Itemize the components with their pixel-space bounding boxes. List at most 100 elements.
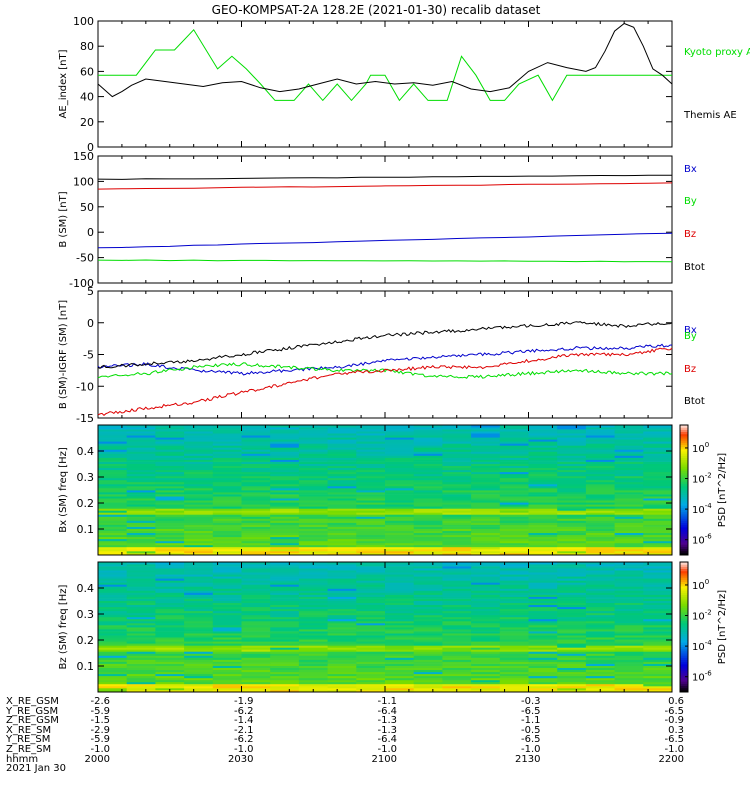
orbit-value: -1.3 [377,715,397,727]
series-line-bx [97,232,673,249]
spectrogram-cell [98,669,128,673]
spectrogram-cell [585,685,615,689]
spectrogram-cell [557,657,587,660]
spectrogram-cell [614,566,644,569]
spectrogram-cell [614,612,644,616]
spectrogram-cell [327,455,357,458]
spectrogram-cell [270,490,300,493]
spectrogram-cell [212,532,242,536]
spectrogram-cell [126,566,156,569]
spectrogram-cell [557,439,587,442]
spectrogram-cell [298,610,328,614]
spectrogram-cell [643,578,673,581]
spectrogram-cell [585,488,615,491]
spectrogram-cell [643,475,673,479]
spectrogram-cell [126,471,156,475]
spectrogram-cell [212,490,242,493]
spectrogram-cell [643,459,673,462]
colorbar-step [680,642,688,645]
spectrogram-cell [557,435,587,438]
spectrogram-cell [298,504,328,507]
spectrogram-cell [442,445,472,448]
spectrogram-cell [298,518,328,521]
spectrogram-cell [471,594,501,597]
spectrogram-cell [241,524,271,527]
spectrogram-cell [442,502,472,505]
spectrogram-cell [212,536,242,540]
spectrogram-cell [585,647,615,650]
spectrogram-cell [471,427,501,430]
spectrogram-cell [270,582,300,585]
spectrogram-cell [442,629,472,632]
spectrogram-cell [270,687,300,691]
spectrogram-cell [212,512,242,515]
y-axis-label: B (SM)-IGRF (SM) [nT] [58,300,69,409]
spectrogram-cell [499,524,529,527]
spectrogram-cell [126,665,156,668]
colorbar-step [680,572,688,576]
spectrogram-cell [413,498,443,501]
spectrogram-cell [155,465,185,468]
spectrogram-cell [212,659,242,662]
spectrogram-cell [184,661,214,664]
spectrogram-cell [298,542,328,546]
spectrogram-cell [298,568,328,571]
spectrogram-cell [528,600,558,603]
spectrogram-cell [212,618,242,622]
spectrogram-cell [241,530,271,533]
spectrogram-cell [643,449,673,452]
spectrogram-cell [184,677,214,681]
spectrogram-cell [643,425,673,428]
colorbar-step [680,609,688,613]
spectrogram-cell [155,604,185,608]
spectrogram-cell [98,506,128,509]
spectrogram-cell [614,435,644,438]
spectrogram-cell [155,671,185,675]
spectrogram-cell [585,657,615,660]
spectrogram-cell [184,490,214,493]
spectrogram-cell [442,483,472,487]
spectrogram-cell [126,612,156,616]
spectrogram-cell [155,437,185,440]
spectrogram-cell [442,681,472,685]
spectrogram-cell [298,671,328,675]
spectrogram-cell [614,532,644,536]
colorbar-step [680,552,688,556]
spectrogram-cell [499,498,529,501]
colorbar-step [680,466,688,469]
spectrogram-cell [557,618,587,622]
spectrogram-cell [557,566,587,569]
colorbar-step [680,562,688,565]
spectrogram-cell [270,431,300,434]
spectrogram-cell [442,590,472,593]
spectrogram-cell [413,570,443,573]
spectrogram-cell [241,594,271,597]
spectrogram-cell [471,506,501,509]
spectrogram-cell [184,681,214,685]
colorbar-step [680,581,688,585]
spectrogram-cell [442,667,472,670]
spectrogram-cell [155,620,185,624]
spectrogram-cell [241,514,271,517]
spectrogram-cell [413,681,443,685]
spectrogram-cell [614,465,644,468]
spectrogram-cell [298,530,328,533]
colorbar-step [680,601,688,604]
spectrogram-cell [241,473,271,477]
colorbar-step [680,570,688,574]
spectrogram-cell [614,596,644,599]
spectrogram-cell [585,667,615,670]
spectrogram-cell [98,590,128,593]
spectrogram-cell [356,455,386,458]
spectrogram-cell [212,510,242,513]
spectrogram-cell [212,608,242,612]
spectrogram-cell [499,534,529,538]
spectrogram-cell [614,520,644,523]
spectrogram-cell [356,514,386,517]
spectrogram-cell [385,592,415,595]
spectrogram-cell [413,622,443,626]
spectrogram-cell [356,512,386,515]
spectrogram-cell [585,490,615,493]
spectrogram-cell [155,655,185,658]
spectrogram-cell [385,608,415,612]
